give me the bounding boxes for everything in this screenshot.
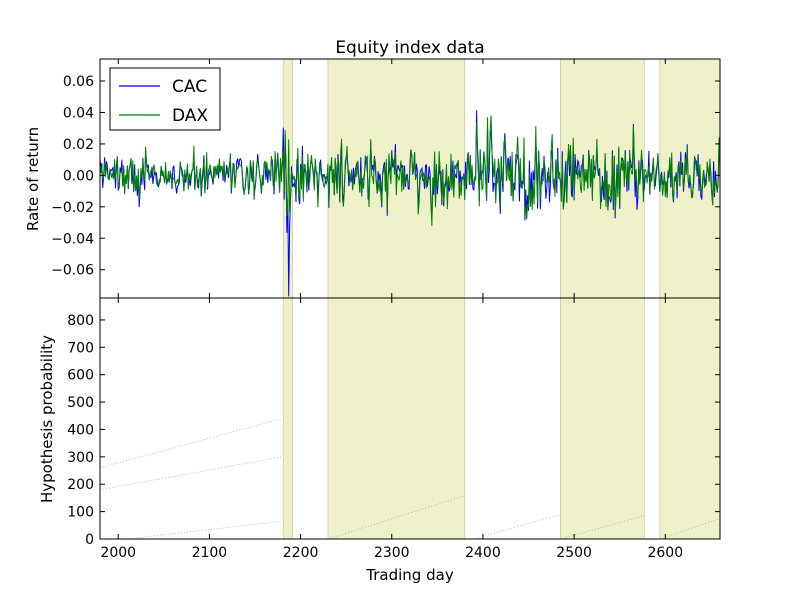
bottom-xtick-label: 2600 [647, 545, 683, 561]
bottom-xtick-label: 2100 [192, 545, 228, 561]
bottom-xtick-label: 2400 [465, 545, 501, 561]
shaded-region-bottom-0 [282, 297, 293, 540]
bottom-ytick-label: 800 [67, 313, 94, 329]
top-ytick-label: 0.04 [63, 105, 94, 121]
bottom-xtick-label: 2300 [374, 545, 410, 561]
hypothesis-panel: 0 100 200 300 400 500 600 700 800 2000 2100 2200 23… [38, 297, 721, 584]
probability-trail-4 [473, 514, 561, 540]
legend-label-cac: CAC [172, 77, 207, 97]
top-ytick-label: −0.06 [51, 263, 94, 279]
bottom-xtick-label: 2200 [283, 545, 319, 561]
probability-trails [99, 418, 721, 540]
bottom-ytick-label: 500 [67, 395, 94, 411]
shaded-region-bottom-2 [560, 297, 645, 540]
bottom-ytick-label: 700 [67, 340, 94, 356]
probability-trail-1 [99, 456, 283, 491]
top-ytick-label: −0.02 [51, 200, 94, 216]
bottom-axes-frame [99, 297, 721, 540]
bottom-ytick-label: 0 [85, 532, 94, 548]
bottom-shaded-regions [282, 297, 721, 540]
bottom-y-axis-label: Hypothesis probability [38, 335, 56, 503]
top-ytick-label: 0.00 [63, 168, 94, 184]
series-line-dax [99, 115, 721, 227]
chart-title: Equity index data [335, 38, 484, 58]
bottom-ytick-label: 100 [67, 505, 94, 521]
legend: CAC DAX [109, 67, 221, 131]
top-ytick-label: 0.06 [63, 74, 94, 90]
bottom-xtick-label: 2000 [100, 545, 136, 561]
legend-box [109, 67, 221, 131]
return-series-lines [99, 110, 721, 297]
bottom-xtick-label: 2500 [556, 545, 592, 561]
shaded-region-bottom-1 [327, 297, 466, 540]
bottom-x-ticks: 2000 2100 2200 2300 2400 2500 2600 [100, 298, 683, 561]
probability-trail-2 [127, 520, 283, 540]
top-ytick-label: 0.02 [63, 137, 94, 153]
bottom-ytick-label: 400 [67, 422, 94, 438]
bottom-ytick-label: 200 [67, 477, 94, 493]
bottom-y-ticks: 0 100 200 300 400 500 600 700 800 [67, 313, 720, 548]
top-ytick-label: −0.04 [51, 231, 94, 247]
returns-panel: −0.06 −0.04 −0.02 0.00 0.02 0.04 0.06 Equity i… [24, 38, 721, 299]
probability-trail-5 [560, 515, 645, 540]
x-axis-label: Trading day [365, 566, 454, 584]
legend-label-dax: DAX [172, 106, 208, 126]
top-y-ticks: −0.06 −0.04 −0.02 0.00 0.02 0.04 0.06 [51, 74, 720, 279]
top-y-axis-label: Rate of return [24, 127, 42, 231]
bottom-ytick-label: 600 [67, 368, 94, 384]
shaded-region-bottom-3 [659, 297, 721, 540]
top-x-ticks [117, 59, 666, 298]
bottom-ytick-label: 300 [67, 450, 94, 466]
